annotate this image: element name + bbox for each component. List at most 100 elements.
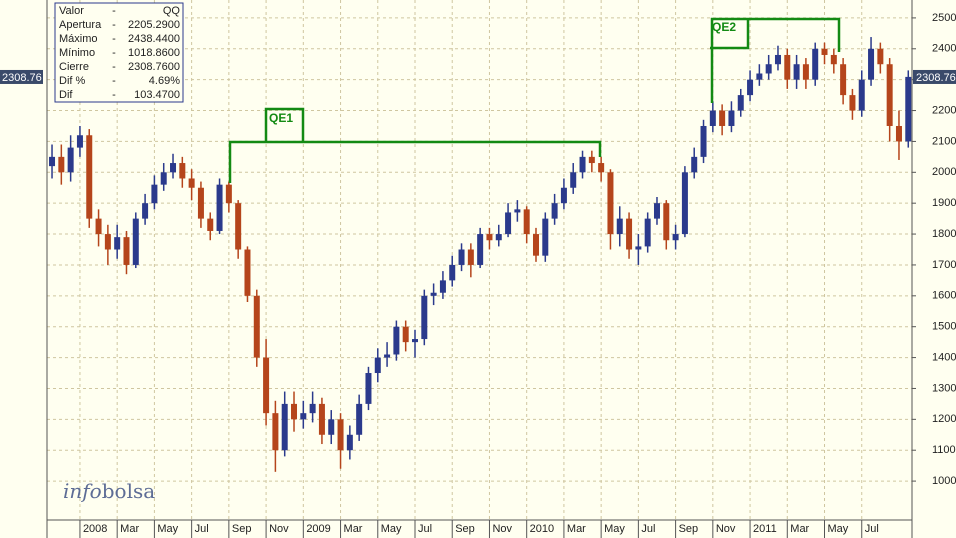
- watermark-part: info: [63, 479, 102, 503]
- candle-body: [76, 135, 83, 148]
- candle-body: [821, 48, 828, 55]
- y-tick-label: 2000: [932, 166, 956, 178]
- info-value: 4.69%: [149, 75, 180, 87]
- x-tick-label: Nov: [716, 523, 736, 535]
- candle-body: [300, 413, 307, 420]
- x-tick-label: Sep: [455, 523, 475, 535]
- y-tick-label: 2100: [932, 135, 956, 147]
- info-value: 2205.2900: [128, 19, 180, 31]
- candle-body: [263, 357, 270, 414]
- x-tick-label: 2011: [753, 523, 777, 535]
- candle-body: [346, 434, 353, 451]
- candle-body: [281, 403, 288, 451]
- candle-body: [849, 95, 856, 111]
- x-tick-label: Jul: [195, 523, 209, 535]
- candle-body: [384, 354, 391, 358]
- candle-body: [421, 295, 428, 340]
- candle-body: [635, 246, 642, 250]
- candle-body: [402, 326, 409, 343]
- candle-body: [318, 403, 325, 435]
- candle-body: [67, 147, 74, 173]
- candle-body: [225, 184, 232, 204]
- candle-body: [114, 237, 121, 250]
- x-tick-label: Mar: [344, 523, 363, 535]
- info-label: Dif %: [59, 75, 86, 87]
- candle-body: [747, 79, 754, 96]
- candle-body: [895, 125, 902, 142]
- candle-body: [244, 249, 251, 296]
- y-tick-label: 1000: [932, 475, 956, 487]
- candle-body: [197, 187, 204, 219]
- candle-body: [49, 156, 56, 167]
- watermark: infobolsa: [63, 479, 155, 503]
- candle-body: [868, 48, 875, 80]
- info-value: 2308.7600: [128, 61, 180, 73]
- last-value-flag: [0, 69, 43, 84]
- candle-body: [374, 357, 381, 374]
- candle-body: [104, 234, 111, 250]
- candle-body: [272, 413, 279, 451]
- candle-body: [430, 292, 437, 296]
- candle-body: [551, 203, 558, 219]
- x-tick-label: May: [157, 523, 178, 535]
- x-tick-label: Jul: [865, 523, 879, 535]
- candle-body: [95, 218, 102, 235]
- x-tick-label: Sep: [679, 523, 699, 535]
- candle-body: [709, 110, 716, 126]
- candle-body: [170, 163, 177, 173]
- candle-body: [644, 218, 651, 247]
- info-frame: [54, 2, 184, 103]
- candle-body: [802, 64, 809, 80]
- candle-body: [681, 172, 688, 235]
- y-tick-label: 2200: [932, 104, 956, 116]
- qe1-bracket: [228, 107, 602, 183]
- x-tick-label: 2008: [83, 523, 107, 535]
- candle-body: [626, 218, 633, 250]
- candle-body: [616, 218, 623, 235]
- x-tick-label: Jul: [641, 523, 655, 535]
- x-tick-label: Sep: [232, 523, 252, 535]
- candles: [49, 37, 912, 472]
- candle-body: [356, 403, 363, 435]
- candle-body: [179, 163, 186, 179]
- watermark-part: bolsa: [102, 479, 156, 503]
- candle-body: [86, 135, 93, 219]
- candle-body: [235, 203, 242, 250]
- last-value-label: 2308.76: [2, 72, 42, 84]
- y-tick-label: 1900: [932, 197, 956, 209]
- last-value-label: 2308.76: [916, 72, 956, 84]
- candle-body: [756, 73, 763, 80]
- candle-body: [309, 403, 316, 414]
- info-label: Dif: [59, 89, 73, 101]
- candle-body: [151, 184, 158, 204]
- x-tick-label: 2010: [530, 523, 554, 535]
- y-tick-label: 1600: [932, 290, 956, 302]
- candle-body: [142, 203, 149, 219]
- candle-body: [737, 95, 744, 111]
- candle-body: [123, 237, 130, 265]
- candle-body: [291, 403, 298, 420]
- candle-body: [793, 64, 800, 80]
- candle-body: [216, 184, 223, 231]
- y-tick-label: 1500: [932, 321, 956, 333]
- info-dash: -: [112, 47, 116, 59]
- x-tick-label: Nov: [492, 523, 512, 535]
- candle-body: [598, 163, 605, 173]
- candle-body: [784, 54, 791, 80]
- candle-body: [728, 110, 735, 126]
- info-dash: -: [112, 89, 116, 101]
- candle-body: [412, 339, 419, 343]
- info-dash: -: [112, 5, 116, 17]
- info-dash: -: [112, 33, 116, 45]
- info-dash: -: [112, 75, 116, 87]
- x-tick-label: Jul: [418, 523, 432, 535]
- candle-body: [132, 218, 139, 265]
- candle-body: [58, 156, 65, 173]
- qe2-bracket: [710, 17, 841, 103]
- candle-body: [188, 178, 195, 188]
- candle-body: [579, 156, 586, 173]
- candle-body: [495, 234, 502, 241]
- candle-body: [514, 209, 521, 213]
- y-tick-label: 1200: [932, 413, 956, 425]
